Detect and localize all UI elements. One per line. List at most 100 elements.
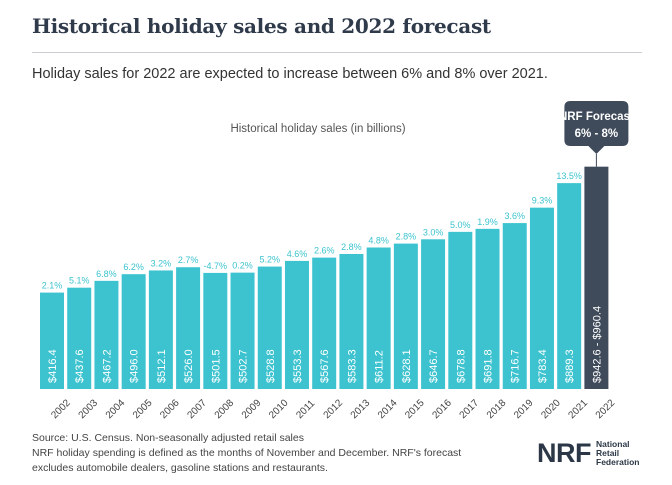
forecast-callout-range: 6% - 8%	[575, 128, 618, 140]
bar-value-label: $783.4	[537, 349, 549, 383]
chart-subtitle: Holiday sales for 2022 are expected to i…	[32, 66, 548, 82]
bar-value-label: $496.0	[129, 349, 141, 383]
x-tick-label: 2012	[322, 397, 346, 421]
bar	[257, 266, 282, 389]
bar	[40, 292, 64, 389]
growth-label: 2.8%	[341, 242, 362, 252]
footnote-definition: NRF holiday spending is defined as the m…	[32, 447, 462, 459]
bar	[421, 239, 446, 389]
x-tick-label: 2021	[567, 397, 591, 421]
growth-label: 4.6%	[287, 249, 308, 259]
bar	[366, 247, 391, 389]
bars-layer: $416.4 2.1% 2002 $437.6 5.1% 2003 $467.2 6.8% 20…	[40, 166, 618, 421]
x-tick-label: 2014	[376, 397, 400, 421]
title-divider	[32, 52, 642, 53]
bar	[67, 287, 92, 389]
footnote-source: Source: U.S. Census. Non-seasonally adju…	[32, 432, 304, 444]
bar-value-label: $526.0	[183, 349, 195, 383]
x-tick-label: 2005	[131, 397, 155, 421]
bar	[148, 270, 173, 389]
x-tick-label: 2011	[294, 398, 317, 421]
bar	[529, 207, 554, 389]
bar	[121, 274, 146, 389]
growth-label: 2.1%	[42, 281, 63, 291]
bar-value-label: $501.5	[210, 349, 222, 383]
bar-value-label: $553.3	[292, 349, 304, 383]
nrf-logo-line: Retail	[596, 448, 620, 458]
x-tick-label: 2004	[104, 397, 128, 421]
bar	[557, 183, 582, 389]
x-tick-label: 2007	[185, 397, 209, 421]
nrf-logo: NRF National Retail Federation	[537, 438, 639, 469]
growth-label: 5.2%	[260, 255, 281, 265]
bar-value-label: $437.6	[74, 349, 86, 383]
growth-label: 6.2%	[123, 262, 144, 272]
growth-label: 2.6%	[314, 246, 335, 256]
forecast-callout: NRF Forecast 6% - 8%	[559, 101, 634, 167]
x-tick-label: 2006	[158, 397, 182, 421]
bar-value-label: $416.4	[47, 349, 59, 383]
bar	[393, 243, 418, 389]
nrf-logo-line: National	[596, 439, 630, 449]
growth-label: -4.7%	[204, 261, 228, 271]
growth-label: 6.8%	[96, 269, 117, 279]
growth-label: 3.2%	[151, 258, 172, 268]
chart-title: Historical holiday sales and 2022 foreca…	[32, 14, 491, 38]
growth-label: 13.5%	[556, 171, 582, 181]
footnote-exclusions: excludes automobile dealers, gasoline st…	[32, 462, 328, 474]
x-tick-label: 2022	[594, 397, 618, 421]
nrf-logo-text: National Retail Federation	[596, 440, 639, 467]
x-tick-label: 2016	[430, 397, 454, 421]
x-tick-label: 2008	[213, 397, 237, 421]
growth-label: 3.0%	[423, 227, 444, 237]
x-tick-label: 2003	[77, 397, 101, 421]
forecast-callout-box	[564, 101, 629, 154]
forecast-callout-title: NRF Forecast	[559, 111, 634, 123]
bar	[230, 272, 255, 389]
bar-value-label: $678.8	[455, 349, 467, 383]
bar-chart: Historical holiday sales (in billions) $…	[40, 101, 634, 422]
x-tick-label: 2010	[267, 397, 291, 421]
growth-label: 2.8%	[396, 232, 417, 242]
bar-value-label: $611.2	[374, 350, 386, 383]
bar-value-label: $583.3	[346, 349, 358, 383]
bar-value-label: $889.3	[564, 349, 576, 383]
bar	[94, 280, 119, 389]
x-tick-label: 2009	[240, 397, 264, 421]
growth-label: 3.6%	[504, 211, 525, 221]
growth-label: 0.2%	[232, 261, 253, 271]
nrf-logo-line: Federation	[596, 457, 640, 467]
growth-label: 1.9%	[477, 217, 498, 227]
bar-value-label: $512.1	[156, 349, 168, 383]
bar-value-label: $567.6	[319, 349, 331, 383]
bar	[502, 223, 527, 389]
bar-value-label: $528.8	[265, 349, 277, 383]
bar-value-label: $646.7	[428, 349, 440, 383]
bar	[176, 267, 201, 389]
x-tick-label: 2017	[458, 397, 482, 421]
x-tick-label: 2002	[49, 397, 73, 421]
growth-label: 5.0%	[450, 220, 471, 230]
bar-value-label: $716.7	[510, 349, 522, 383]
bar	[284, 260, 309, 389]
x-tick-label: 2020	[539, 397, 563, 421]
bar	[203, 272, 228, 389]
bar	[339, 253, 364, 389]
growth-label: 5.1%	[69, 276, 90, 286]
x-tick-label: 2019	[512, 397, 536, 421]
bar	[448, 231, 473, 389]
x-tick-label: 2013	[349, 397, 373, 421]
nrf-logo-mark: NRF	[537, 438, 592, 468]
x-tick-label: 2018	[485, 397, 509, 421]
bar-value-label: $942.6 - $960.4	[591, 306, 603, 383]
forecast-bar	[584, 166, 609, 389]
growth-label: 4.8%	[368, 236, 389, 246]
bar-value-label: $502.7	[238, 349, 250, 383]
bar	[312, 257, 337, 389]
growth-label: 2.7%	[178, 255, 199, 265]
growth-label: 9.3%	[532, 196, 553, 206]
bar-value-label: $467.2	[101, 349, 113, 383]
bar-value-label: $628.1	[401, 349, 413, 383]
plot-title: Historical holiday sales (in billions)	[230, 123, 405, 135]
bar	[475, 228, 500, 389]
